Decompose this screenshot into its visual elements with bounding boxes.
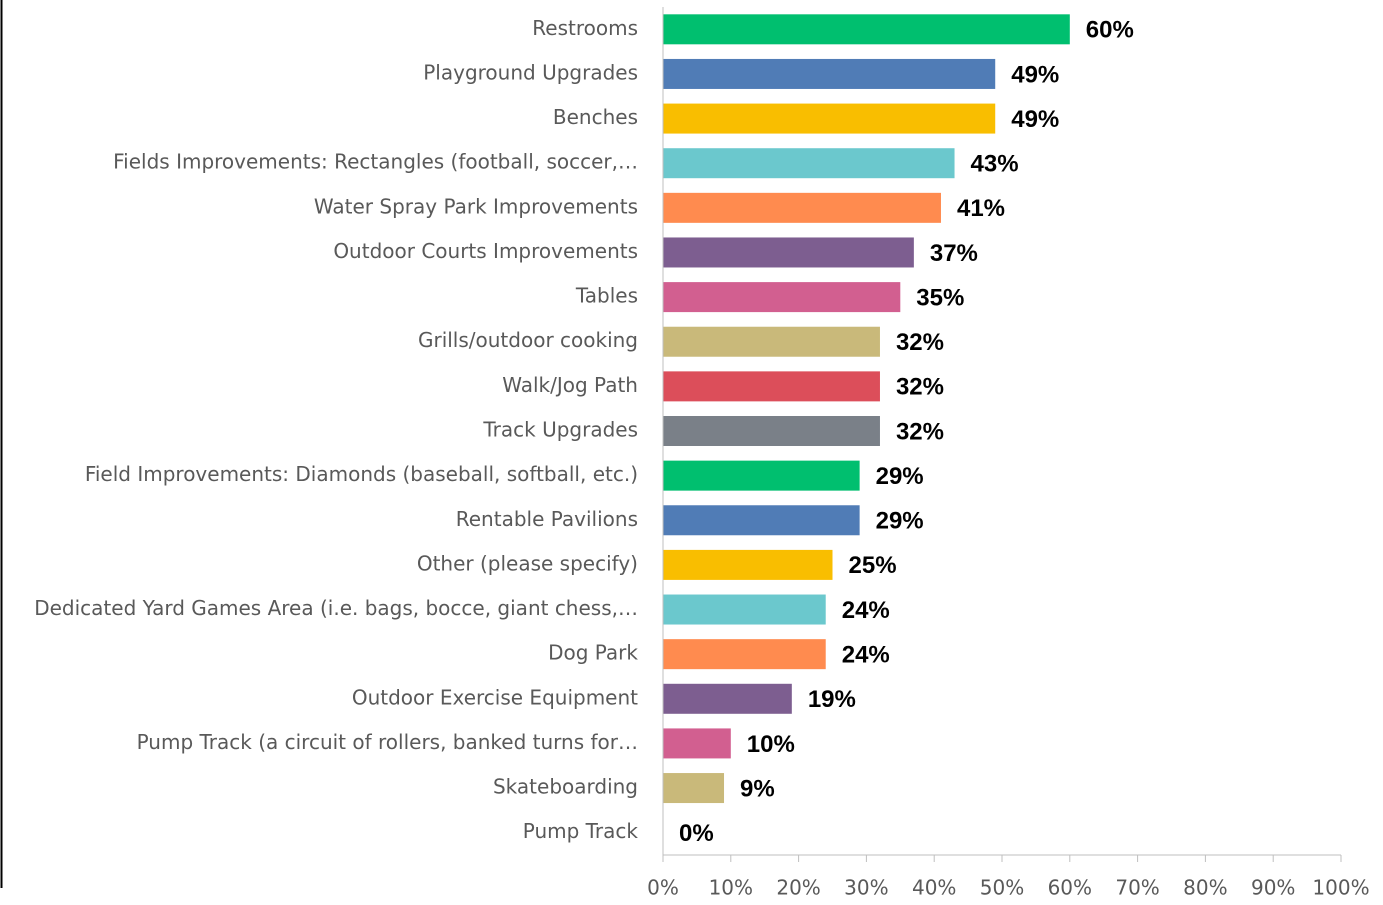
category-label: Playground Upgrades bbox=[423, 60, 638, 84]
category-label: Field Improvements: Diamonds (baseball, … bbox=[85, 462, 638, 486]
category-label: Grills/outdoor cooking bbox=[418, 328, 638, 352]
bar bbox=[663, 237, 914, 268]
x-tick-label: 10% bbox=[709, 876, 753, 900]
x-tick-label: 20% bbox=[776, 876, 820, 900]
value-label: 32% bbox=[896, 329, 944, 356]
category-label: Pump Track bbox=[523, 819, 639, 843]
bar bbox=[663, 683, 792, 714]
value-label: 9% bbox=[740, 775, 775, 802]
value-label: 10% bbox=[747, 731, 795, 758]
category-label: Tables bbox=[575, 284, 638, 308]
value-label: 41% bbox=[957, 195, 1005, 222]
value-label: 29% bbox=[876, 508, 924, 535]
category-label: Pump Track (a circuit of rollers, banked… bbox=[137, 730, 638, 754]
bar bbox=[663, 103, 996, 134]
value-label: 60% bbox=[1086, 17, 1134, 44]
value-label: 29% bbox=[876, 463, 924, 490]
x-tick-label: 50% bbox=[980, 876, 1024, 900]
category-label: Dedicated Yard Games Area (i.e. bags, bo… bbox=[34, 596, 638, 620]
value-label: 35% bbox=[916, 284, 964, 311]
bar bbox=[663, 460, 860, 491]
value-label: 49% bbox=[1011, 106, 1059, 133]
bar bbox=[663, 549, 833, 580]
value-label: 0% bbox=[679, 820, 714, 847]
bar bbox=[663, 639, 826, 670]
bar bbox=[663, 148, 955, 179]
value-label: 25% bbox=[849, 552, 897, 579]
bar bbox=[663, 371, 880, 402]
value-label: 49% bbox=[1011, 61, 1059, 88]
value-label: 37% bbox=[930, 240, 978, 267]
category-label: Walk/Jog Path bbox=[502, 373, 638, 397]
category-label: Dog Park bbox=[548, 641, 638, 665]
value-label: 43% bbox=[971, 151, 1019, 178]
value-label: 32% bbox=[896, 418, 944, 445]
x-tick-label: 80% bbox=[1183, 876, 1227, 900]
bar bbox=[663, 192, 941, 223]
x-tick-label: 0% bbox=[647, 876, 679, 900]
bar bbox=[663, 326, 880, 357]
bar bbox=[663, 505, 860, 536]
bar bbox=[663, 773, 725, 804]
bar bbox=[663, 14, 1070, 45]
bar bbox=[663, 594, 826, 625]
category-label: Fields Improvements: Rectangles (footbal… bbox=[113, 150, 638, 174]
category-label: Outdoor Exercise Equipment bbox=[352, 685, 638, 709]
x-tick-label: 70% bbox=[1115, 876, 1159, 900]
x-tick-label: 30% bbox=[844, 876, 888, 900]
value-label: 24% bbox=[842, 597, 890, 624]
category-label: Outdoor Courts Improvements bbox=[333, 239, 638, 263]
x-tick-label: 40% bbox=[912, 876, 956, 900]
category-label: Rentable Pavilions bbox=[456, 507, 638, 531]
value-label: 32% bbox=[896, 374, 944, 401]
category-label: Restrooms bbox=[532, 16, 638, 40]
bar bbox=[663, 728, 731, 759]
bar bbox=[663, 416, 880, 446]
category-label: Benches bbox=[553, 105, 638, 129]
bar bbox=[663, 58, 996, 89]
category-label: Track Upgrades bbox=[482, 418, 638, 442]
value-label: 19% bbox=[808, 686, 856, 713]
x-tick-label: 60% bbox=[1048, 876, 1092, 900]
x-tick-label: 90% bbox=[1251, 876, 1295, 900]
x-tick-label: 100% bbox=[1312, 876, 1369, 900]
category-label: Skateboarding bbox=[493, 775, 638, 799]
value-label: 24% bbox=[842, 642, 890, 669]
category-label: Other (please specify) bbox=[417, 551, 638, 575]
bar bbox=[663, 282, 901, 313]
category-label: Water Spray Park Improvements bbox=[314, 194, 638, 218]
